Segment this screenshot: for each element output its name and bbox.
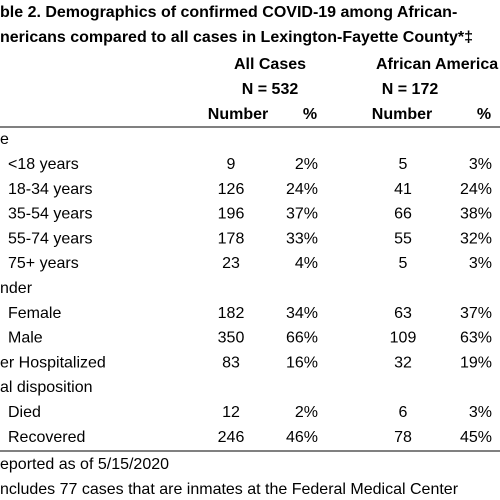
table-title: ble 2. Demographics of confirmed COVID-1… <box>0 4 457 21</box>
section-label: nder <box>0 280 33 297</box>
cell: 246 <box>218 429 245 446</box>
cell: 78 <box>394 429 412 446</box>
cell: 55 <box>394 230 412 247</box>
row-label: Died <box>8 404 41 421</box>
cell: 32 <box>394 354 412 371</box>
cell: 2% <box>295 156 318 173</box>
cell: 5 <box>399 255 408 272</box>
cell: 23 <box>222 255 240 272</box>
cell: 66% <box>286 330 318 347</box>
group-n: N = 172 <box>382 81 439 98</box>
cell: 12 <box>222 404 240 421</box>
footnote: eported as of 5/15/2020 <box>0 456 169 473</box>
group-name: All Cases <box>234 56 306 73</box>
cell: 38% <box>460 206 492 223</box>
cell: 109 <box>390 330 417 347</box>
footnote: ncludes 77 cases that are inmates at the… <box>0 481 459 498</box>
cell: 63% <box>460 330 492 347</box>
row-label: Female <box>8 305 61 322</box>
group-n: N = 532 <box>242 81 299 98</box>
row-label: <18 years <box>8 156 79 173</box>
row-label: 55-74 years <box>8 230 93 247</box>
cell: 350 <box>218 330 245 347</box>
cell: 3% <box>469 255 492 272</box>
cell: 5 <box>399 156 408 173</box>
row-label: 18-34 years <box>8 181 93 198</box>
cell: 34% <box>286 305 318 322</box>
cell: 32% <box>460 230 492 247</box>
section-label: e <box>0 131 9 148</box>
cell: 37% <box>460 305 492 322</box>
section-label: al disposition <box>0 379 93 396</box>
cell: 83 <box>222 354 240 371</box>
section-label: er Hospitalized <box>0 354 106 371</box>
cell: 2% <box>295 404 318 421</box>
cell: 182 <box>218 305 245 322</box>
column-header: % <box>477 106 491 123</box>
row-label: Recovered <box>8 429 85 446</box>
cell: 16% <box>286 354 318 371</box>
cell: 24% <box>286 181 318 198</box>
row-label: 35-54 years <box>8 206 93 223</box>
cell: 3% <box>469 156 492 173</box>
row-label: 75+ years <box>8 255 79 272</box>
cell: 63 <box>394 305 412 322</box>
group-name: African America <box>376 56 498 73</box>
column-header: Number <box>208 106 268 123</box>
cell: 178 <box>218 230 245 247</box>
cell: 24% <box>460 181 492 198</box>
cell: 9 <box>227 156 236 173</box>
column-header: % <box>303 106 317 123</box>
cell: 41 <box>394 181 412 198</box>
cell: 196 <box>218 206 245 223</box>
cell: 126 <box>218 181 245 198</box>
cell: 46% <box>286 429 318 446</box>
row-label: Male <box>8 330 43 347</box>
cell: 19% <box>460 354 492 371</box>
table-title: nericans compared to all cases in Lexing… <box>0 29 473 46</box>
cell: 6 <box>399 404 408 421</box>
cell: 33% <box>286 230 318 247</box>
cell: 66 <box>394 206 412 223</box>
cell: 4% <box>295 255 318 272</box>
cell: 37% <box>286 206 318 223</box>
cell: 45% <box>460 429 492 446</box>
column-header: Number <box>372 106 432 123</box>
cell: 3% <box>469 404 492 421</box>
